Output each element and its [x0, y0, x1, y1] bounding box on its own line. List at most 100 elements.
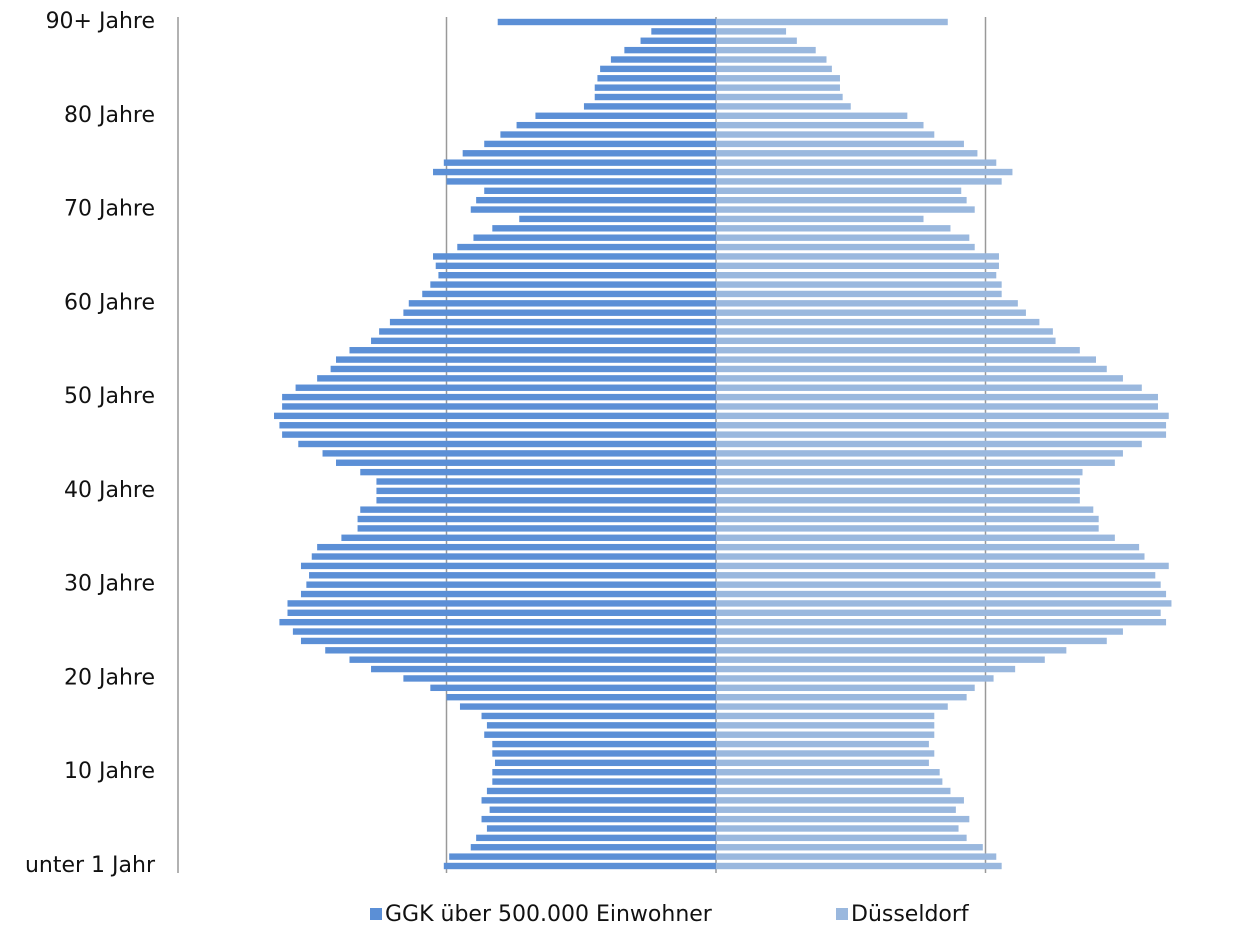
bar: [716, 590, 1167, 598]
bar: [716, 853, 997, 860]
bar: [716, 543, 1140, 551]
bar: [716, 56, 827, 63]
bar: [492, 750, 716, 757]
bar: [716, 862, 1002, 870]
bar: [716, 440, 1142, 448]
bar: [716, 806, 956, 813]
bar: [274, 412, 716, 420]
bar: [716, 431, 1167, 438]
bar: [716, 159, 997, 166]
bar: [519, 215, 716, 223]
y-tick-label: 50 Jahre: [64, 384, 155, 409]
bar: [716, 478, 1080, 485]
bar: [716, 150, 978, 157]
bar: [716, 525, 1099, 532]
bar: [287, 600, 716, 607]
bar: [716, 84, 840, 91]
bar: [716, 253, 999, 260]
bar: [716, 703, 948, 710]
bar: [371, 665, 716, 673]
bar: [716, 272, 997, 279]
bar: [716, 656, 1045, 663]
bar: [716, 459, 1115, 466]
bar: [300, 637, 716, 645]
bar: [476, 834, 716, 842]
bar: [470, 844, 716, 851]
bar: [484, 140, 716, 148]
bar: [716, 103, 851, 110]
bar: [492, 778, 716, 785]
bar: [716, 225, 951, 232]
bar: [716, 562, 1169, 570]
bar: [716, 196, 967, 204]
bar: [716, 93, 843, 101]
bar: [459, 703, 716, 710]
legend-swatch: [370, 908, 382, 920]
bar: [486, 825, 716, 832]
bar: [443, 862, 716, 870]
bar: [470, 206, 716, 213]
bar: [716, 675, 994, 682]
bar: [360, 506, 716, 513]
bar: [716, 140, 964, 148]
bar: [476, 196, 716, 204]
bar: [516, 121, 716, 129]
bar: [486, 787, 716, 795]
bar: [489, 806, 716, 813]
y-tick-label: 70 Jahre: [64, 197, 155, 222]
bar: [389, 318, 716, 326]
bar: [357, 525, 716, 532]
bar: [716, 131, 935, 138]
bar: [430, 281, 716, 288]
bar: [716, 75, 840, 82]
bar: [433, 168, 716, 176]
bar: [716, 290, 1002, 298]
bar: [336, 459, 716, 466]
bar: [716, 178, 1002, 185]
bar: [433, 253, 716, 260]
bar: [716, 600, 1172, 607]
bar: [716, 384, 1142, 391]
y-tick-label: 80 Jahre: [64, 103, 155, 128]
bar: [716, 347, 1080, 354]
bar: [449, 853, 716, 860]
bar: [357, 515, 716, 523]
bar: [716, 187, 962, 194]
bar: [481, 815, 716, 823]
bar: [716, 797, 964, 804]
bar: [481, 797, 716, 804]
bar: [716, 497, 1080, 504]
bar: [594, 93, 716, 101]
bar: [446, 178, 716, 185]
bar: [716, 487, 1080, 495]
bar: [716, 581, 1161, 588]
bar: [597, 75, 716, 82]
bar: [484, 187, 716, 194]
bar: [500, 131, 716, 138]
bar: [716, 572, 1156, 579]
bar: [462, 150, 716, 157]
bar: [349, 347, 716, 354]
bar: [716, 18, 948, 26]
bar: [317, 543, 716, 551]
bar: [610, 56, 716, 63]
bar: [492, 740, 716, 748]
bar: [716, 637, 1107, 645]
legend-label: Düsseldorf: [851, 902, 970, 925]
bar: [330, 365, 716, 373]
bar: [716, 243, 975, 251]
bar: [716, 234, 970, 241]
bar: [322, 450, 716, 457]
bar: [379, 328, 716, 335]
bar: [408, 300, 716, 307]
bar: [716, 422, 1167, 429]
bar: [716, 393, 1158, 401]
bar: [716, 281, 1002, 288]
bar: [716, 553, 1145, 560]
bar: [300, 562, 716, 570]
y-tick-label: 90+ Jahre: [46, 9, 155, 34]
bar: [716, 834, 967, 842]
bar: [716, 815, 970, 823]
bar: [457, 243, 716, 251]
bar: [716, 731, 935, 738]
